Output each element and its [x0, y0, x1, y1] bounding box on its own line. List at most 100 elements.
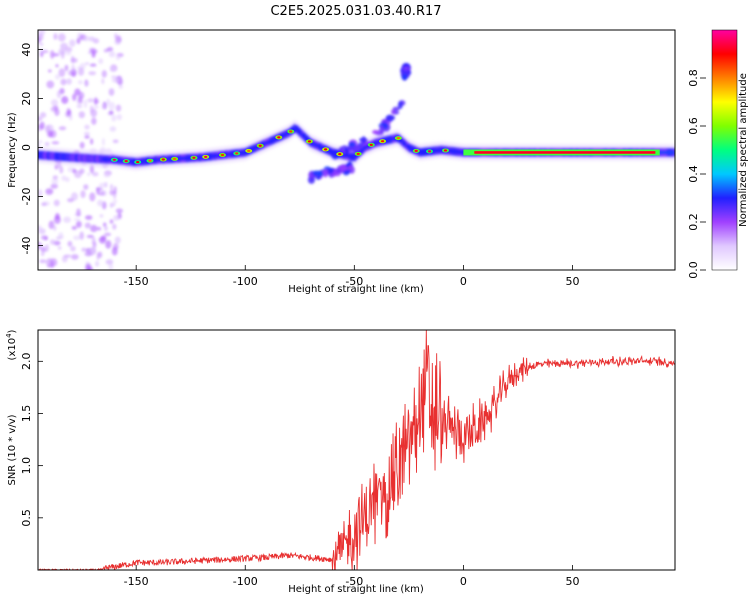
heatmap-core [346, 153, 352, 159]
heatmap-noise-blob [71, 254, 79, 260]
heatmap-noise-blob [57, 33, 66, 42]
heatmap-noise-blob [105, 239, 112, 249]
heatmap-noise-blob [45, 258, 53, 267]
heatmap-noise-blob [104, 232, 112, 237]
heatmap-noise-blob [38, 33, 44, 42]
heatmap-core [385, 137, 391, 143]
heatmap-noise-blob [76, 208, 81, 217]
heatmap-noise-blob [58, 126, 67, 131]
heatmap-core [313, 142, 319, 148]
heatmap-hotspot-center [369, 143, 373, 146]
heatmap-core [196, 155, 201, 160]
heatmap-noise-blob [108, 110, 114, 116]
colorbar: 0.0 0.2 0.4 0.6 0.8 Normalized spectral ampl… [687, 29, 749, 279]
snr-frame [37, 329, 676, 571]
heatmap-noise-blob [79, 168, 85, 174]
heatmap-hotspot-center [192, 156, 196, 159]
heatmap-noise-blob [88, 71, 97, 76]
heatmap-branch [361, 136, 367, 145]
heatmap-noise-blob [66, 78, 72, 85]
heatmap-noise-blob [52, 175, 59, 180]
y-tick-label: 40 [20, 43, 33, 57]
heatmap-hotspot-center [235, 152, 239, 155]
heatmap-hotspot-center [258, 144, 262, 147]
heatmap-noise-blob [109, 219, 114, 224]
heatmap-noise-blob [41, 49, 49, 54]
heatmap-noise-blob [97, 251, 103, 258]
y-tick-label: -40 [20, 237, 33, 255]
heatmap-noise-blob [79, 141, 85, 149]
heatmap-hotspot-center [427, 150, 432, 153]
heatmap-core [363, 145, 368, 150]
heatmap-branch [402, 66, 411, 71]
heatmap-noise-blob [38, 189, 43, 198]
heatmap-noise-blob [115, 104, 122, 112]
heatmap-core [153, 157, 159, 163]
heatmap-core [664, 150, 669, 155]
heatmap-noise-blob [38, 225, 42, 231]
heatmap-noise-blob [89, 63, 97, 67]
heatmap-noise-blob [76, 104, 83, 109]
heatmap-hotspot-center [289, 130, 293, 133]
heatmap-noise-blob [108, 101, 116, 111]
heatmap-noise-blob [112, 199, 118, 204]
heatmap-noise-blob [71, 64, 75, 73]
heatmap-noise-blob [87, 266, 94, 270]
heatmap-core [284, 131, 289, 137]
heatmap-core [212, 153, 217, 159]
heatmap-core [140, 159, 145, 164]
heatmap-noise-blob [88, 36, 95, 42]
heatmap-noise-blob [92, 171, 99, 177]
heatmap-noise-blob [69, 113, 73, 121]
heatmap-noise-blob [59, 165, 64, 174]
heatmap-hotspot-center [277, 136, 281, 139]
heatmap-hotspot-center [148, 159, 152, 162]
heatmap-noise-blob [67, 198, 74, 203]
heatmap-core [451, 149, 456, 154]
heatmap-core [166, 156, 172, 162]
heatmap-hotspot-center [173, 157, 177, 160]
heatmap-noise-blob [85, 215, 93, 220]
x-tick-label: 50 [565, 575, 579, 588]
heatmap-core [317, 144, 322, 149]
heatmap-noise-blob [73, 217, 81, 222]
spectrogram-y-label: Frequency (Hz) [7, 112, 18, 188]
x-tick-label: -50 [345, 575, 363, 588]
spectrogram-frame [37, 29, 676, 271]
heatmap-noise-blob [67, 240, 73, 247]
heatmap-noise-blob [113, 186, 117, 195]
heatmap-core [104, 157, 109, 162]
heatmap-core [431, 148, 437, 154]
heatmap-core [300, 133, 306, 138]
x-tick-label: 0 [460, 575, 467, 588]
heatmap-noise-blob [49, 50, 55, 59]
heatmap-noise-blob [114, 38, 121, 46]
heatmap-noise-blob [70, 245, 76, 252]
heatmap-noise-blob [39, 47, 43, 53]
svg-text:(x104): (x104) [5, 329, 18, 360]
heatmap-core [405, 144, 410, 149]
heatmap-noise-blob [115, 208, 123, 214]
heatmap-noise-blob [90, 138, 94, 145]
heatmap-noise-blob [47, 69, 52, 73]
heatmap-noise-blob [98, 237, 105, 241]
x-tick-label: -150 [124, 275, 149, 288]
heatmap-branch [348, 141, 356, 148]
heatmap-branch [336, 168, 342, 174]
x-tick-label: -50 [345, 275, 363, 288]
heatmap-noise-blob [51, 178, 59, 185]
heatmap-core [101, 156, 106, 162]
colorbar-tick-label: 0.0 [687, 261, 700, 279]
heatmap-core [107, 157, 113, 162]
heatmap-core [215, 153, 221, 158]
heatmap-noise-blob [44, 141, 50, 146]
y-tick-label: -20 [20, 188, 33, 206]
heatmap-noise-blob [96, 226, 102, 231]
heatmap-core [271, 137, 276, 142]
x-tick-label: -100 [233, 275, 258, 288]
heatmap-noise-blob [104, 226, 108, 231]
heatmap-noise-blob [109, 126, 117, 132]
heatmap-branch [322, 169, 329, 178]
heatmap-core [297, 129, 302, 135]
heatmap-branch [372, 129, 379, 135]
